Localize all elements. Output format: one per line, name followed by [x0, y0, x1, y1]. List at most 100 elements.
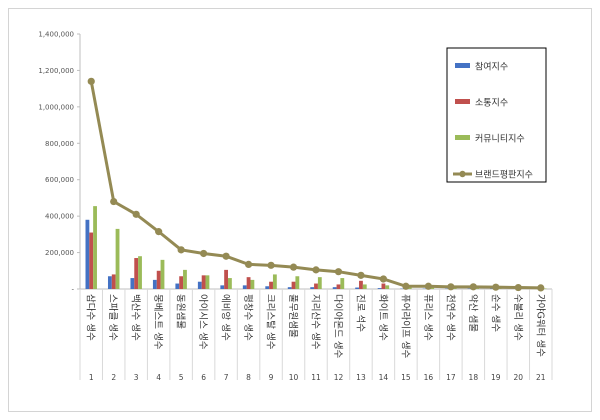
rank-label: 20 [514, 373, 524, 382]
category-label: 백산수 생수 [130, 294, 141, 341]
bar [355, 287, 360, 289]
bar [156, 270, 161, 289]
line-point [177, 246, 185, 254]
bar [179, 276, 184, 289]
bar [269, 281, 273, 289]
line-point [402, 282, 410, 290]
bar [542, 288, 547, 289]
bar-layer [85, 206, 547, 289]
bar [220, 285, 225, 289]
bar [317, 277, 322, 289]
category-label: 몽베스트 생수 [152, 294, 163, 350]
bar [228, 278, 232, 289]
category-label: 평창수 생수 [242, 294, 253, 341]
y-tick-label: 800,000 [45, 140, 74, 148]
rank-label: 15 [401, 373, 411, 382]
category-label: 풀무원샘물 [287, 294, 298, 338]
category-label: 동원샘물 [175, 294, 186, 329]
category-label: 스파클 생수 [107, 294, 118, 341]
bar [295, 276, 300, 289]
bar [475, 288, 480, 289]
category-label: 퓨리스 생수 [422, 294, 433, 341]
category-label: 화이트 생수 [377, 294, 388, 341]
line-point [155, 228, 163, 236]
bar [89, 232, 94, 289]
category-label: 천연수 생수 [444, 294, 455, 341]
category-label: 다이아몬드 생수 [332, 294, 343, 358]
legend-swatch [455, 135, 470, 140]
category-label: 약산 샘물 [467, 294, 479, 332]
bar [340, 278, 345, 289]
line-point [312, 266, 320, 274]
rank-label: 2 [111, 373, 116, 382]
y-tick-label: 200,000 [45, 249, 74, 257]
rank-label: 9 [269, 373, 274, 382]
category-label: 아이시스 생수 [197, 294, 208, 350]
legend-marker [459, 170, 466, 178]
line-point [267, 261, 275, 269]
category-label: 지리산수 생수 [310, 294, 321, 350]
category-label: 삼다수 생수 [85, 294, 96, 341]
rank-label: 1 [89, 373, 94, 382]
bar [93, 206, 97, 289]
line-point [424, 282, 432, 290]
bar [452, 287, 457, 289]
line-point [200, 249, 208, 258]
category-label: 수볼리 생수 [512, 294, 523, 341]
line-layer [87, 77, 545, 292]
rank-label: 18 [469, 373, 479, 382]
rank-label: 19 [491, 373, 501, 382]
legend-swatch [455, 99, 470, 104]
rank-label: 7 [224, 373, 229, 382]
bar [175, 283, 180, 289]
bar [310, 287, 315, 289]
bar [107, 276, 112, 289]
legend-swatch [455, 63, 470, 68]
rank-label: 16 [424, 373, 434, 382]
bar [407, 287, 412, 289]
rank-label: 14 [379, 373, 389, 382]
rank-label: 8 [246, 373, 251, 382]
legend-label: 브랜드평판지수 [475, 170, 533, 181]
category-label: 크리스탈 생수 [265, 294, 277, 350]
bar [152, 279, 157, 289]
category-label: 순수 생수 [489, 294, 500, 332]
rank-label: 3 [134, 373, 139, 382]
rank-label: 11 [311, 373, 321, 382]
line-point [87, 77, 95, 85]
line-point [110, 197, 118, 206]
rank-label: 12 [334, 373, 344, 382]
category-label: 가야G워터 생수 [534, 294, 545, 357]
bar [381, 283, 386, 289]
bar [130, 278, 135, 289]
bar [85, 219, 90, 289]
legend-label: 커뮤니티지수 [475, 134, 525, 145]
line-point [132, 210, 140, 218]
bar [362, 284, 367, 289]
bar [250, 279, 255, 289]
bar [246, 277, 251, 289]
category-label: 에비앙 생수 [220, 294, 232, 341]
line-point [357, 271, 365, 279]
bar [336, 284, 341, 289]
y-tick-label: - [71, 286, 74, 294]
bar [314, 283, 318, 289]
bar [205, 275, 210, 289]
rank-label: 17 [446, 373, 456, 382]
line-point [492, 283, 500, 291]
line-point [537, 284, 545, 292]
line-point [244, 260, 253, 269]
legend-label: 참여지수 [475, 61, 508, 73]
bar [224, 269, 229, 289]
line-point [469, 283, 477, 291]
bar [183, 269, 187, 289]
line-point [289, 263, 298, 271]
rank-label: 10 [289, 373, 299, 382]
line-point [447, 283, 455, 291]
line-point [379, 275, 388, 283]
y-tick-label: 1,000,000 [38, 103, 74, 111]
bar [197, 281, 202, 289]
y-tick-label: 600,000 [45, 176, 74, 184]
